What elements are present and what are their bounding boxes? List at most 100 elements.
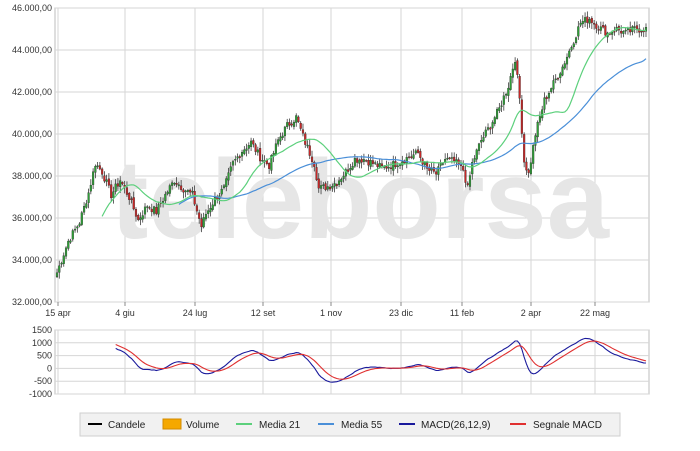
candle-body	[143, 206, 147, 215]
candle-body	[227, 172, 230, 181]
candle-body	[586, 16, 589, 23]
candle-body	[561, 66, 564, 76]
candle-body	[85, 203, 88, 208]
candle-body	[584, 17, 587, 23]
candle-body	[378, 162, 381, 168]
x-tick-label: 15 apr	[45, 308, 71, 318]
candle-body	[620, 30, 623, 34]
candle-body	[525, 161, 528, 171]
candle-body	[297, 116, 300, 123]
candle-body	[150, 208, 153, 213]
price-y-axis: 32.000,00 34.000,00 36.000,00 38.000,00 40.0…	[12, 3, 52, 307]
candle-body	[173, 182, 176, 185]
candle-body	[360, 158, 363, 163]
candle-body	[486, 127, 490, 130]
candle-body	[437, 166, 440, 175]
candle-body	[405, 157, 408, 164]
candle-body	[541, 109, 544, 119]
candle-body	[545, 96, 548, 99]
macd-panel: 1500 1000 500 0 -500 -1000	[29, 325, 650, 399]
candle-body	[439, 163, 442, 166]
candle-body	[134, 209, 138, 217]
candle-body	[565, 56, 569, 65]
candle-body	[475, 149, 478, 160]
candle-body	[256, 149, 259, 153]
legend-item-macd: MACD(26,12,9)	[399, 420, 490, 431]
candle-body	[417, 149, 420, 153]
candle-body	[259, 148, 262, 162]
candle-body	[532, 145, 535, 164]
candle-body	[234, 158, 237, 161]
candle-body	[175, 183, 178, 185]
candle-body	[74, 228, 77, 231]
candle-body	[491, 122, 494, 129]
candle-body	[392, 161, 395, 171]
legend-item-volume: Volume	[162, 418, 220, 431]
candle-body	[351, 166, 354, 170]
candle-body	[518, 76, 521, 99]
candle-body	[261, 160, 264, 162]
candle-body	[315, 167, 318, 180]
candle-body	[114, 183, 117, 192]
candle-body	[347, 169, 350, 172]
candle-body	[538, 116, 541, 123]
candle-body	[430, 168, 433, 171]
candle-body	[410, 156, 413, 158]
candle-body	[245, 148, 248, 151]
y-tick-label: 46.000,00	[12, 3, 52, 13]
candle-body	[624, 29, 627, 32]
candle-body	[529, 162, 532, 175]
y-tick-label: 1000	[32, 338, 52, 348]
candle-body	[184, 190, 187, 193]
candle-body	[306, 144, 309, 147]
candle-body	[462, 166, 465, 171]
candle-body	[220, 188, 223, 195]
candle-body	[534, 135, 537, 146]
legend-label: Media 21	[259, 420, 301, 431]
candle-body	[448, 157, 451, 159]
legend-item-media-55: Media 55	[318, 420, 383, 431]
price-x-axis: 15 apr 4 giu 24 lug 12 set 1 nov 23 dic 11 feb…	[45, 302, 610, 318]
candle-body	[374, 162, 377, 164]
candle-body	[496, 108, 499, 119]
candle-body	[139, 217, 142, 221]
macd-signal-line	[115, 340, 647, 380]
candle-body	[482, 136, 485, 142]
candle-body	[502, 95, 505, 105]
legend-label: Volume	[186, 420, 220, 431]
candle-body	[554, 78, 557, 81]
x-tick-label: 4 giu	[115, 308, 135, 318]
candle-body	[435, 171, 438, 175]
candle-body	[581, 21, 584, 25]
candle-body	[152, 206, 156, 214]
candle-body	[186, 190, 189, 192]
candle-body	[335, 184, 338, 186]
candle-body	[229, 166, 232, 172]
candle-body	[446, 157, 449, 160]
candle-body	[595, 23, 598, 29]
candle-body	[362, 159, 365, 162]
candle-body	[254, 144, 257, 152]
candle-body	[611, 32, 614, 35]
candle-body	[432, 167, 435, 172]
candle-body	[162, 201, 165, 203]
x-tick-label: 23 dic	[389, 308, 414, 318]
legend-item-segnale-macd: Segnale MACD	[510, 420, 602, 431]
candle-body	[69, 240, 72, 243]
y-tick-label: 1500	[32, 325, 52, 335]
candle-body	[473, 158, 476, 162]
candle-body	[155, 207, 158, 214]
candle-body	[310, 156, 314, 162]
candle-body	[193, 191, 196, 205]
candle-body	[252, 140, 255, 145]
candle-body	[577, 26, 580, 37]
candle-body	[274, 143, 277, 155]
candle-body	[96, 165, 99, 167]
candle-body	[572, 43, 575, 48]
candle-body	[107, 178, 110, 186]
candle-body	[629, 27, 632, 33]
candle-body	[157, 204, 160, 215]
candle-body	[599, 26, 602, 31]
x-tick-label: 24 lug	[183, 308, 208, 318]
